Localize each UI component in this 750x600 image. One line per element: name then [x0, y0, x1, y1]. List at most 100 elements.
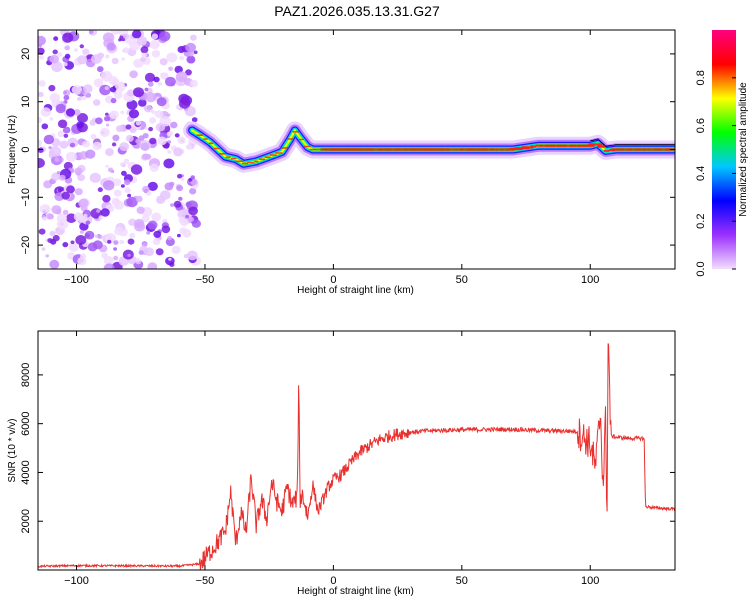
noise-speckle [81, 48, 90, 56]
noise-speckle [147, 220, 158, 230]
noise-speckle [104, 54, 110, 59]
y-tick-label: 0 [20, 146, 32, 152]
noise-speckle [190, 178, 198, 186]
noise-speckle [121, 57, 125, 61]
noise-speckle [174, 133, 180, 138]
noise-speckle [77, 174, 85, 182]
noise-speckle [183, 254, 189, 259]
noise-speckle [66, 185, 75, 194]
noise-speckle [113, 240, 119, 246]
noise-speckle [62, 209, 69, 215]
noise-speckle [138, 99, 147, 107]
noise-speckle [74, 188, 83, 196]
noise-speckle [56, 218, 69, 230]
noise-speckle [38, 117, 43, 123]
noise-speckle [107, 239, 112, 244]
noise-speckle [38, 80, 46, 87]
colorbar-label: Normalized spectral amplitude [738, 82, 749, 217]
noise-speckle [149, 117, 157, 124]
noise-speckle [124, 187, 131, 194]
noise-speckle [47, 238, 53, 243]
noise-speckle [189, 187, 197, 195]
x-tick-label: 0 [330, 575, 336, 587]
noise-speckle [43, 134, 55, 145]
noise-speckle [141, 215, 150, 223]
noise-speckle [110, 30, 121, 35]
noise-speckle [106, 42, 116, 51]
noise-speckle [51, 61, 63, 72]
colorbar-tick-label: 0.0 [695, 261, 707, 276]
noise-speckle [65, 108, 76, 117]
noise-speckle [140, 56, 146, 62]
noise-speckle [92, 141, 102, 151]
noise-speckle [151, 33, 159, 40]
y-tick-label: 10 [20, 96, 32, 108]
noise-speckle [165, 256, 175, 266]
figure-title: PAZ1.2026.035.13.31.G27 [274, 3, 440, 19]
noise-speckle [185, 69, 192, 76]
noise-speckle [193, 50, 198, 55]
noise-speckle [38, 139, 42, 147]
x-tick-label: 50 [456, 575, 468, 587]
noise-speckle [78, 198, 89, 208]
noise-speckle [138, 250, 144, 255]
noise-speckle [140, 46, 149, 54]
noise-speckle [119, 239, 125, 245]
noise-speckle [107, 167, 114, 173]
noise-speckle [59, 140, 69, 149]
noise-speckle [149, 39, 160, 50]
noise-speckle [73, 109, 81, 116]
noise-speckle [161, 225, 171, 234]
noise-speckle [48, 146, 52, 150]
noise-speckle [123, 33, 130, 39]
noise-speckle [151, 212, 162, 222]
noise-speckle [102, 32, 115, 43]
noise-speckle [51, 172, 61, 181]
noise-speckle [179, 55, 185, 61]
noise-speckle [41, 123, 49, 130]
noise-speckle [111, 142, 117, 147]
ridge-upper-edge [590, 138, 675, 147]
noise-speckle [47, 213, 54, 220]
noise-speckle [177, 136, 186, 144]
colorbar-gradient [712, 30, 736, 269]
noise-speckle [174, 65, 183, 74]
noise-speckle [125, 124, 132, 130]
noise-speckle [57, 130, 65, 138]
noise-speckle [166, 131, 173, 137]
noise-speckle [188, 206, 199, 216]
noise-speckle [171, 245, 181, 254]
noise-speckle [113, 178, 122, 186]
y-tick-label: 2000 [20, 509, 32, 533]
noise-speckle [139, 140, 151, 151]
noise-speckle [177, 233, 181, 238]
noise-speckle [54, 192, 64, 202]
colorbar-tick-label: 0.4 [695, 166, 707, 181]
snr-frame [37, 330, 676, 571]
noise-speckle [173, 200, 182, 208]
noise-speckle [38, 35, 46, 46]
noise-speckle [127, 253, 131, 257]
noise-speckle [164, 182, 174, 191]
noise-speckle [85, 149, 96, 159]
spectrogram-noise-region [38, 30, 201, 269]
noise-speckle [97, 234, 103, 240]
noise-speckle [105, 148, 114, 157]
noise-speckle [136, 36, 148, 46]
noise-speckle [89, 30, 94, 35]
noise-speckle [121, 170, 127, 176]
noise-speckle [118, 81, 125, 87]
snr-plot-area [38, 343, 675, 570]
noise-speckle [166, 113, 171, 117]
noise-speckle [77, 55, 88, 65]
noise-speckle [103, 130, 108, 134]
noise-speckle [97, 66, 104, 73]
noise-speckle [55, 208, 62, 215]
noise-speckle [159, 31, 171, 42]
noise-speckle [148, 81, 154, 87]
noise-speckle [153, 76, 160, 83]
noise-speckle [128, 109, 140, 119]
noise-speckle [129, 128, 134, 132]
